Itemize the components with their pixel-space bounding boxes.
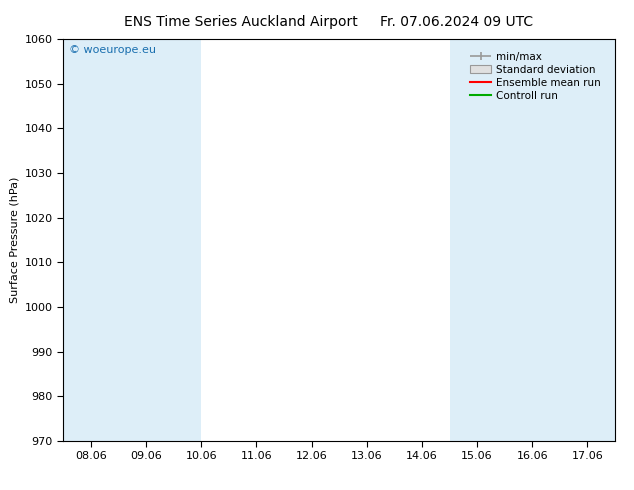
Bar: [450, 39, 533, 441]
Bar: [63, 39, 119, 441]
Bar: [533, 39, 615, 441]
Text: ENS Time Series Auckland Airport: ENS Time Series Auckland Airport: [124, 15, 358, 29]
Text: © woeurope.eu: © woeurope.eu: [69, 45, 156, 55]
Bar: [119, 39, 202, 441]
Text: Fr. 07.06.2024 09 UTC: Fr. 07.06.2024 09 UTC: [380, 15, 533, 29]
Y-axis label: Surface Pressure (hPa): Surface Pressure (hPa): [10, 177, 19, 303]
Legend: min/max, Standard deviation, Ensemble mean run, Controll run: min/max, Standard deviation, Ensemble me…: [467, 49, 604, 104]
